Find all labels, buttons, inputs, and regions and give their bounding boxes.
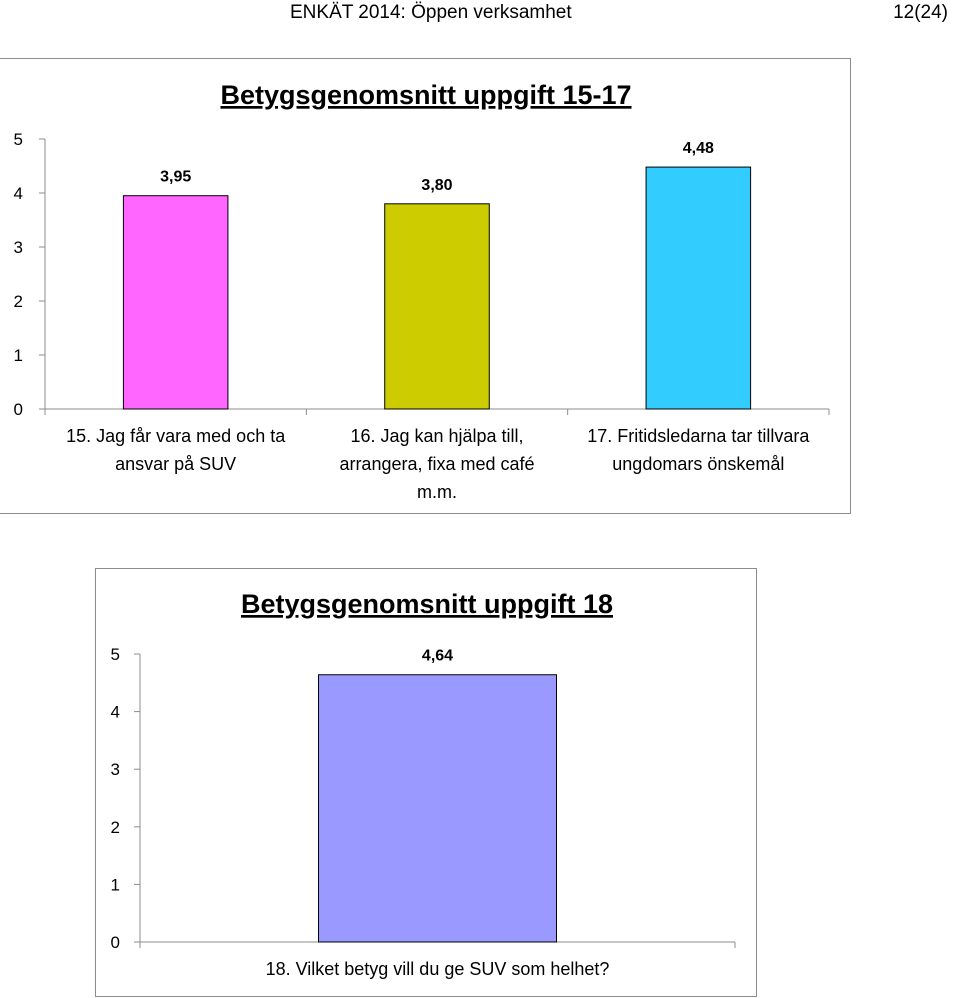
category-label: 17. Fritidsledarna tar tillvara (587, 426, 810, 446)
data-label: 3,80 (421, 177, 452, 194)
bar (318, 674, 557, 943)
document-title: ENKÄT 2014: Öppen verksamhet (290, 2, 572, 23)
bar (122, 195, 229, 410)
y-tick-label: 5 (111, 645, 120, 664)
y-tick-label: 3 (111, 760, 120, 779)
y-tick-label: 3 (14, 238, 23, 257)
y-tick-label: 2 (14, 292, 23, 311)
bar (384, 203, 490, 410)
y-tick-label: 5 (14, 130, 23, 149)
category-label: m.m. (417, 482, 457, 502)
category-label: ansvar på SUV (115, 454, 236, 474)
page-number: 12(24) (893, 2, 948, 23)
y-tick-label: 2 (111, 818, 120, 837)
page-header: ENKÄT 2014: Öppen verksamhet 12(24) (0, 0, 960, 30)
y-tick-label: 1 (111, 875, 120, 894)
category-label: ungdomars önskemål (612, 454, 784, 474)
data-label: 4,64 (422, 648, 453, 665)
y-tick-label: 4 (14, 184, 23, 203)
chart-title: Betygsgenomsnitt uppgift 15-17 (220, 80, 631, 110)
data-label: 4,48 (683, 140, 714, 157)
chart-title: Betygsgenomsnitt uppgift 18 (241, 589, 613, 619)
category-label: 18. Vilket betyg vill du ge SUV som helh… (266, 959, 610, 979)
y-tick-label: 1 (14, 346, 23, 365)
y-tick-label: 0 (14, 400, 23, 419)
y-tick-label: 4 (111, 703, 120, 722)
y-tick-label: 0 (111, 933, 120, 952)
data-label: 3,95 (160, 169, 191, 186)
category-label: 16. Jag kan hjälpa till, (350, 426, 523, 446)
bar (645, 166, 752, 410)
category-label: 15. Jag får vara med och ta (66, 426, 286, 446)
category-label: arrangera, fixa med café (339, 454, 534, 474)
